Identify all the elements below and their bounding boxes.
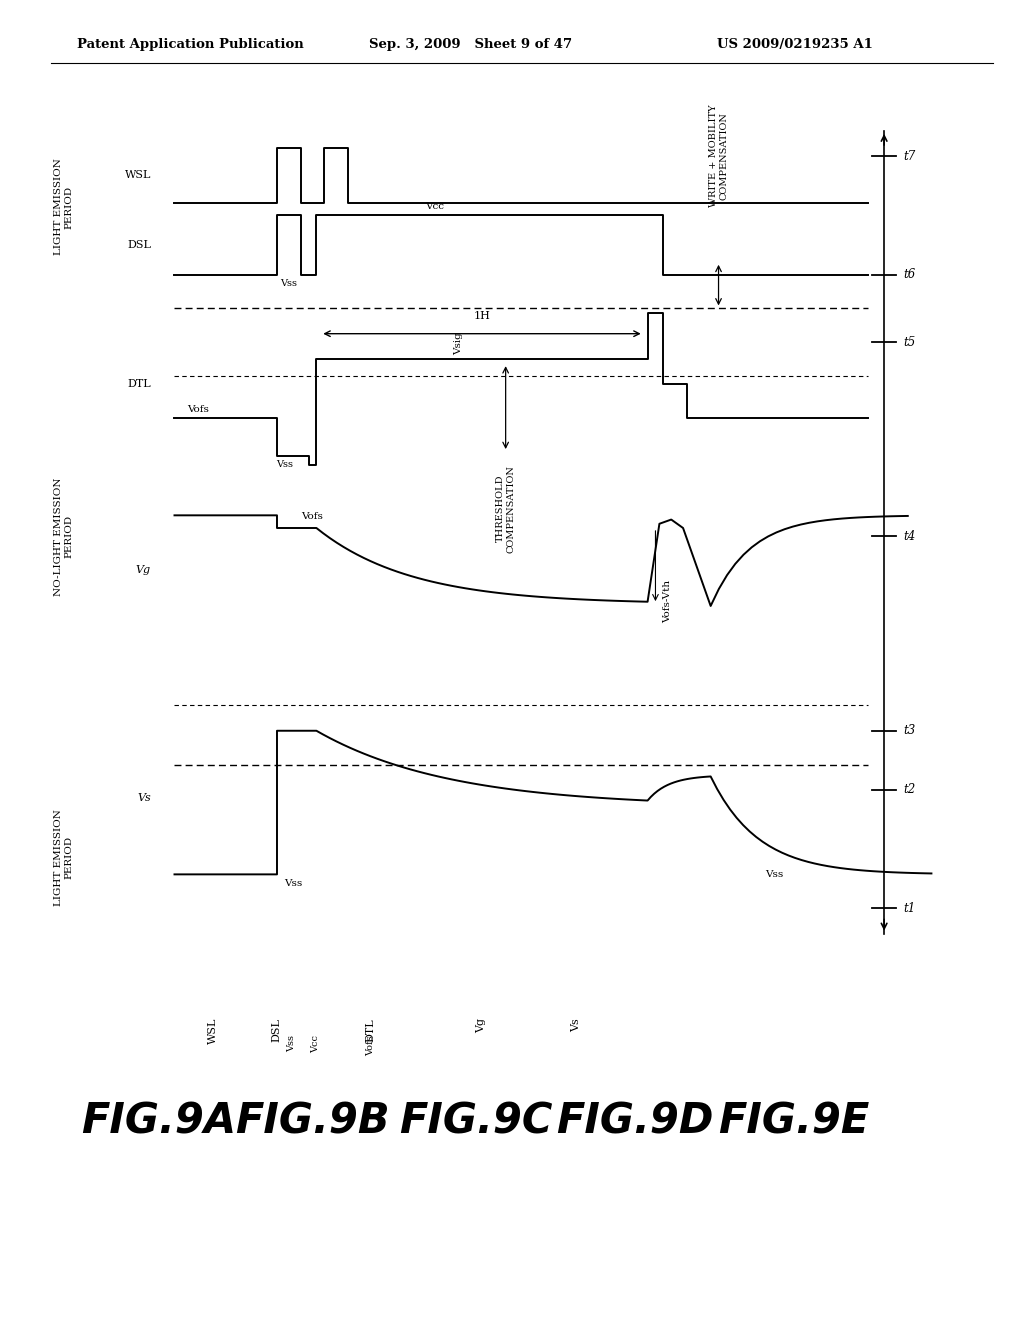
Text: DSL: DSL <box>271 1018 282 1041</box>
Text: Vsig: Vsig <box>454 333 463 355</box>
Text: NO-LIGHT EMISSION
PERIOD: NO-LIGHT EMISSION PERIOD <box>54 478 74 595</box>
Text: t4: t4 <box>904 529 916 543</box>
Text: Vss: Vss <box>765 870 783 879</box>
Text: Vcc: Vcc <box>425 202 444 211</box>
Text: LIGHT EMISSION
PERIOD: LIGHT EMISSION PERIOD <box>54 809 74 906</box>
Text: DSL: DSL <box>127 240 151 249</box>
Text: Patent Application Publication: Patent Application Publication <box>77 38 303 51</box>
Text: Vofs: Vofs <box>301 512 323 521</box>
Text: Vg: Vg <box>136 565 151 576</box>
Text: Vofs: Vofs <box>367 1035 376 1056</box>
Text: THRESHOLD
COMPENSATION: THRESHOLD COMPENSATION <box>496 465 515 553</box>
Text: FIG.9E: FIG.9E <box>718 1101 869 1143</box>
Text: Vss: Vss <box>281 279 297 288</box>
Text: t5: t5 <box>904 335 916 348</box>
Text: DTL: DTL <box>127 379 151 389</box>
Text: FIG.9C: FIG.9C <box>399 1101 553 1143</box>
Text: t2: t2 <box>904 783 916 796</box>
Text: Vss: Vss <box>284 879 302 887</box>
Text: WSL: WSL <box>208 1018 218 1044</box>
Text: t3: t3 <box>904 725 916 738</box>
Text: Vofs-Vth: Vofs-Vth <box>664 579 673 623</box>
Text: WSL: WSL <box>125 170 151 181</box>
Text: Vg: Vg <box>476 1018 486 1034</box>
Text: FIG.9B: FIG.9B <box>234 1101 390 1143</box>
Text: 1H: 1H <box>473 312 490 321</box>
Text: WRITE + MOBILITY
COMPENSATION: WRITE + MOBILITY COMPENSATION <box>709 104 728 207</box>
Text: Vss: Vss <box>288 1035 297 1052</box>
Text: LIGHT EMISSION
PERIOD: LIGHT EMISSION PERIOD <box>54 158 74 255</box>
Text: US 2009/0219235 A1: US 2009/0219235 A1 <box>717 38 872 51</box>
Text: Vofs: Vofs <box>187 405 209 414</box>
Text: Vs: Vs <box>570 1018 581 1032</box>
Text: Vcc: Vcc <box>311 1035 321 1053</box>
Text: Vss: Vss <box>276 461 294 470</box>
Text: FIG.9A: FIG.9A <box>81 1101 237 1143</box>
Text: Sep. 3, 2009   Sheet 9 of 47: Sep. 3, 2009 Sheet 9 of 47 <box>369 38 571 51</box>
Text: t6: t6 <box>904 268 916 281</box>
Text: t7: t7 <box>904 149 916 162</box>
Text: t1: t1 <box>904 902 916 915</box>
Text: FIG.9D: FIG.9D <box>556 1101 714 1143</box>
Text: Vs: Vs <box>137 793 151 804</box>
Text: DTL: DTL <box>366 1018 376 1041</box>
